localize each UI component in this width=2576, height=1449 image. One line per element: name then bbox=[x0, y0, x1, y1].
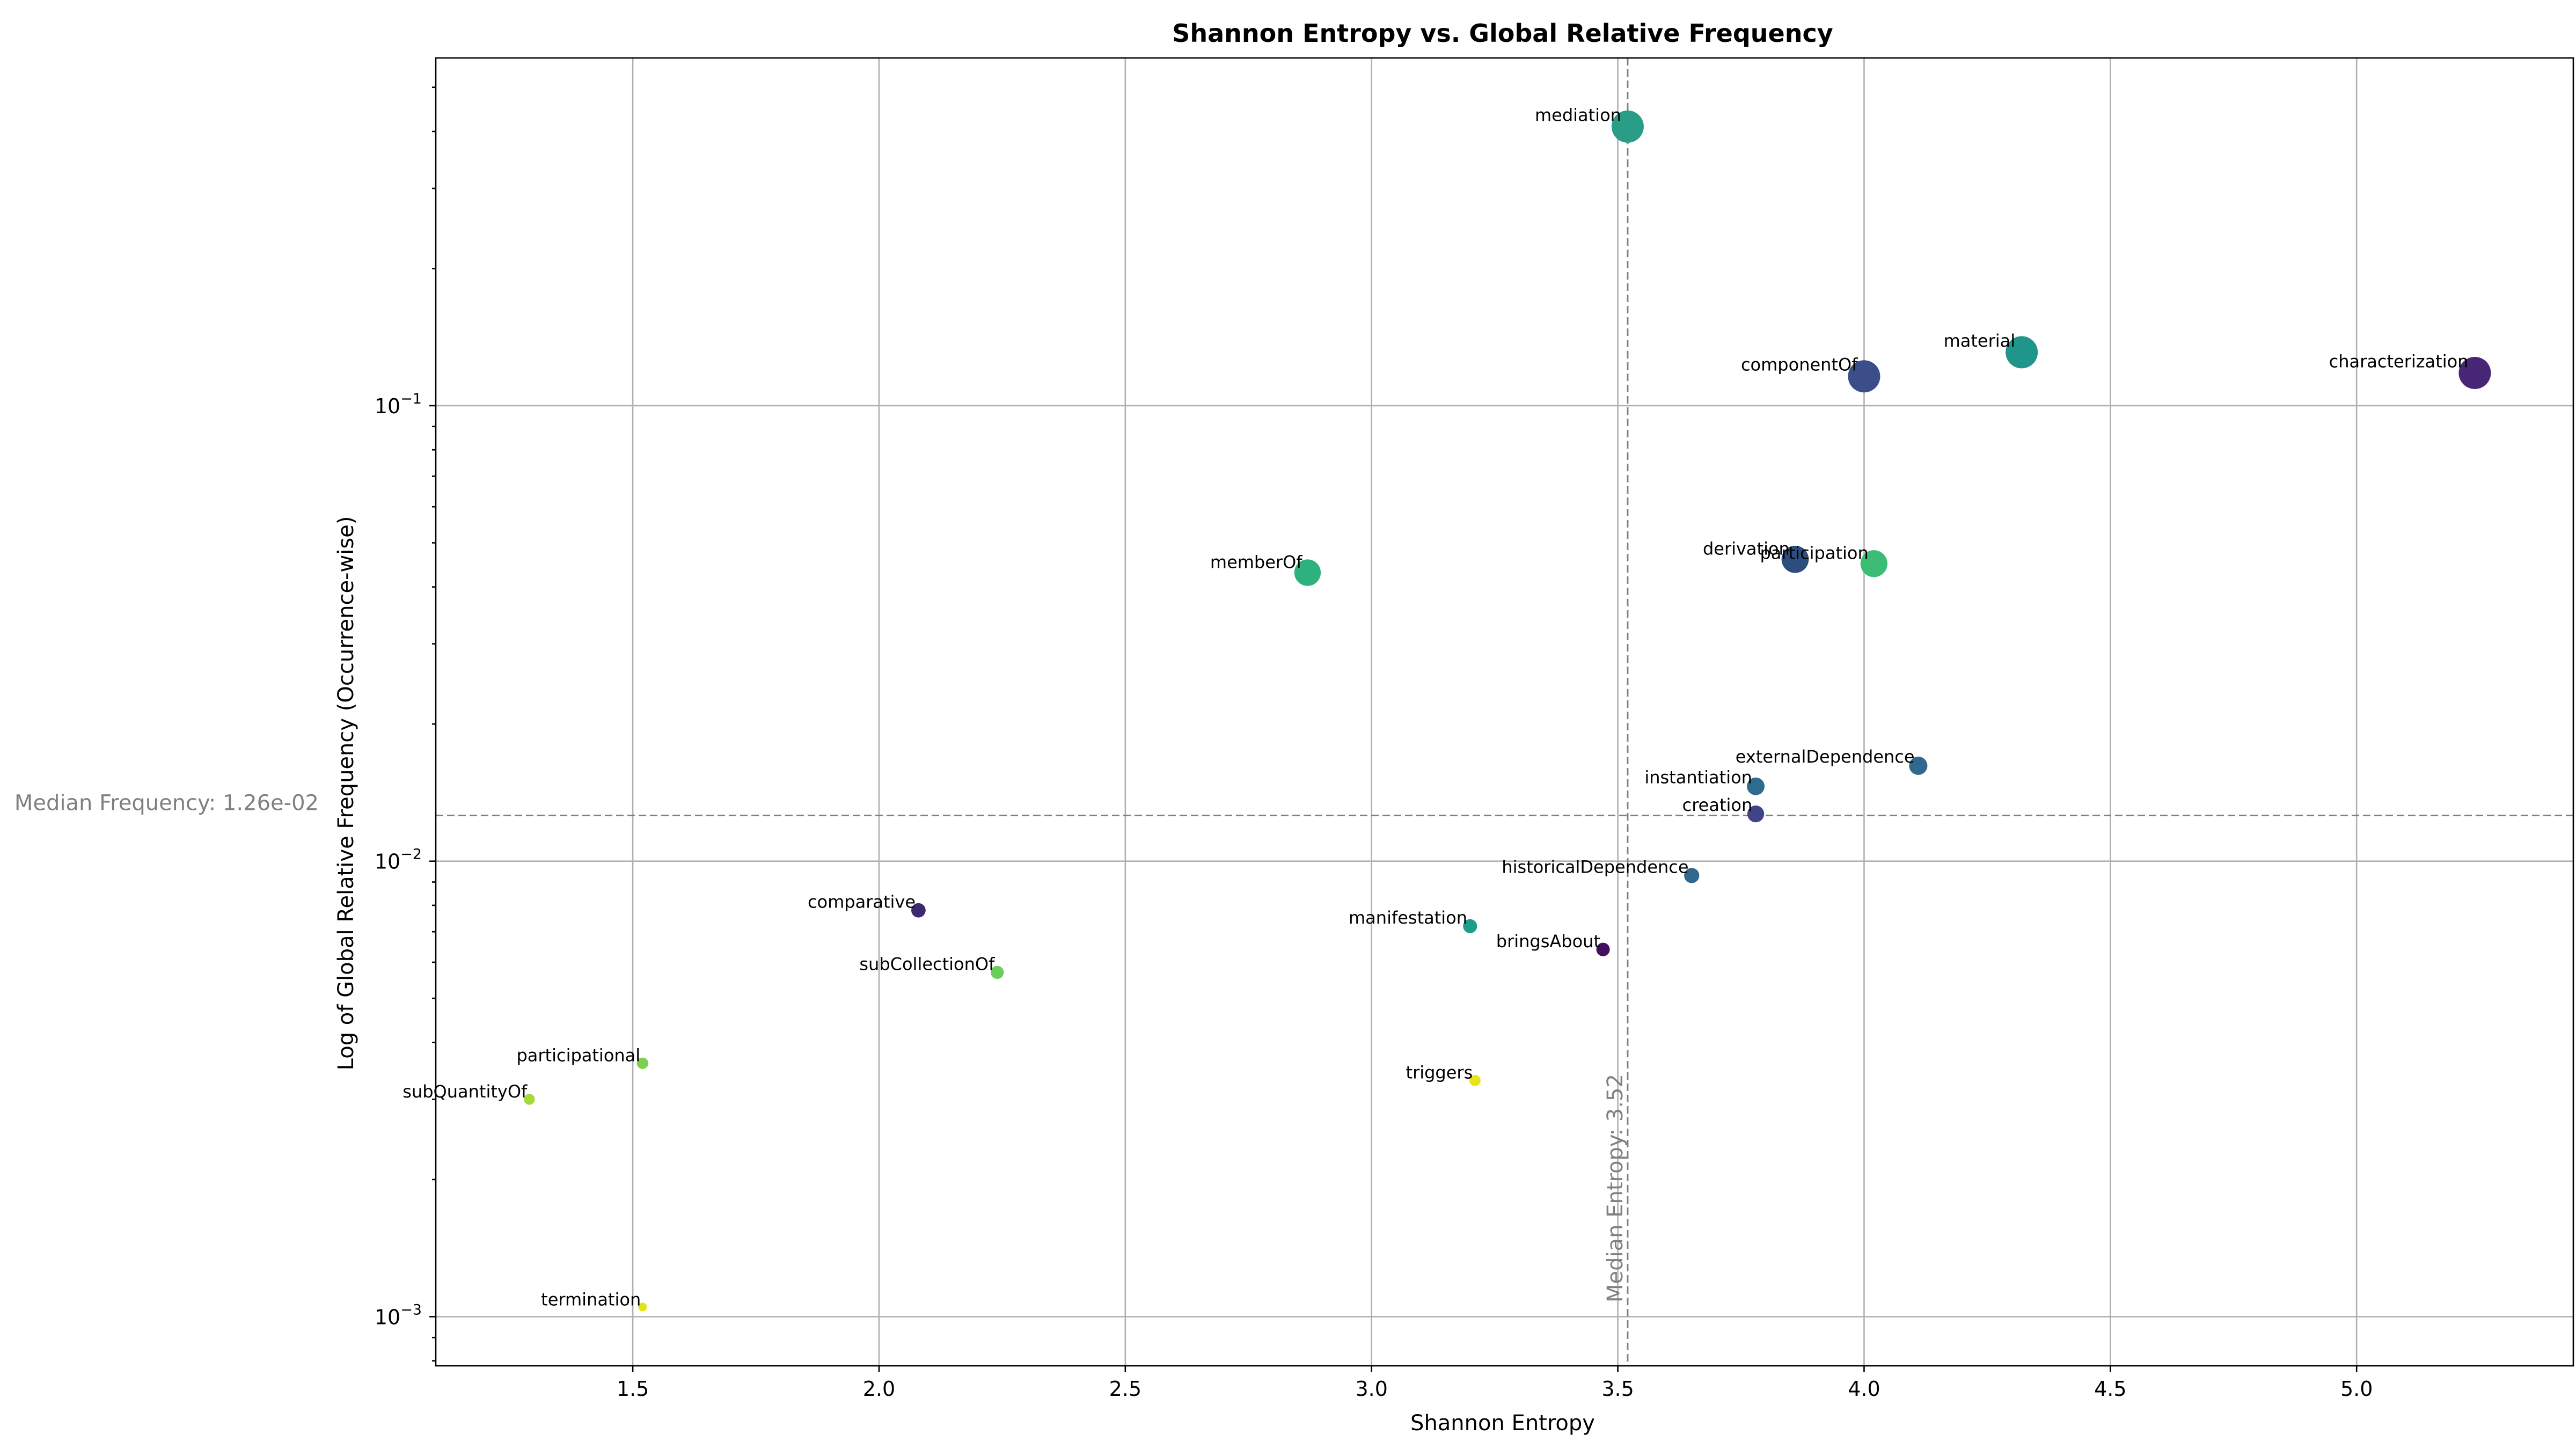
scatter-point-subQuantityOf bbox=[524, 1094, 535, 1105]
median-entropy-label: Median Entropy: 3.52 bbox=[1603, 1074, 1628, 1302]
point-label-historicalDependence: historicalDependence bbox=[1502, 857, 1688, 877]
scatter-point-bringsAbout bbox=[1596, 942, 1610, 956]
x-tick-label: 2.0 bbox=[863, 1377, 895, 1401]
point-label-participation: participation bbox=[1760, 543, 1869, 563]
scatter-point-manifestation bbox=[1463, 919, 1477, 933]
x-axis-ticks: 1.5 2.0 2.5 3.0 3.5 4.0 4.5 5.0 bbox=[617, 1366, 2373, 1401]
scatter-point-termination bbox=[638, 1302, 647, 1312]
point-label-comparative: comparative bbox=[808, 892, 916, 912]
x-tick-label: 2.5 bbox=[1109, 1377, 1141, 1401]
scatter-point-subCollectionOf bbox=[991, 965, 1004, 979]
scatter-point-comparative bbox=[911, 903, 926, 918]
scatter-point-triggers bbox=[1469, 1074, 1481, 1086]
point-label-triggers: triggers bbox=[1406, 1063, 1473, 1083]
scatter-point-creation bbox=[1747, 805, 1765, 823]
scatter-point-mediation bbox=[1611, 110, 1644, 143]
y-tick-label: 10−2 bbox=[375, 846, 422, 874]
y-tick-label: 10−3 bbox=[375, 1301, 422, 1329]
y-tick-label: 10−1 bbox=[375, 391, 422, 418]
x-tick-label: 4.0 bbox=[1848, 1377, 1880, 1401]
x-tick-label: 4.5 bbox=[2094, 1377, 2126, 1401]
scatter-point-instantiation bbox=[1747, 777, 1765, 795]
chart-title: Shannon Entropy vs. Global Relative Freq… bbox=[1172, 19, 1833, 48]
x-tick-label: 1.5 bbox=[617, 1377, 649, 1401]
point-label-derivation: derivation bbox=[1703, 538, 1790, 559]
scatter-point-memberOf bbox=[1294, 559, 1321, 586]
scatter-point-characterization bbox=[2458, 356, 2491, 389]
point-label-bringsAbout: bringsAbout bbox=[1496, 931, 1600, 952]
scatter-point-historicalDependence bbox=[1684, 868, 1700, 883]
point-label-subCollectionOf: subCollectionOf bbox=[859, 954, 995, 975]
median-frequency-label: Median Frequency: 1.26e-02 bbox=[14, 791, 319, 815]
grid-lines bbox=[436, 58, 2573, 1366]
median-lines: Median Entropy: 3.52 Median Frequency: 1.… bbox=[14, 58, 2573, 1366]
scatter-point-participational bbox=[636, 1057, 649, 1069]
scatter-point-material bbox=[2006, 336, 2038, 369]
scatter-point-componentOf bbox=[1848, 360, 1880, 393]
x-tick-label: 3.5 bbox=[1601, 1377, 1634, 1401]
point-label-termination: termination bbox=[541, 1290, 641, 1310]
point-label-mediation: mediation bbox=[1535, 105, 1621, 125]
scatter-point-derivation bbox=[1781, 545, 1809, 573]
point-label-externalDependence: externalDependence bbox=[1736, 747, 1915, 767]
point-label-componentOf: componentOf bbox=[1741, 355, 1858, 375]
point-label-subQuantityOf: subQuantityOf bbox=[402, 1081, 528, 1102]
x-axis-label: Shannon Entropy bbox=[1410, 1411, 1595, 1436]
point-label-participational: participational bbox=[516, 1045, 640, 1066]
data-points: mediation material characterization compone… bbox=[402, 105, 2491, 1312]
point-label-material: material bbox=[1944, 331, 2016, 351]
point-label-manifestation: manifestation bbox=[1349, 908, 1467, 928]
x-tick-label: 3.0 bbox=[1355, 1377, 1387, 1401]
y-axis-ticks: 10−3 10−2 10−1 bbox=[375, 86, 436, 1362]
point-label-memberOf: memberOf bbox=[1210, 552, 1302, 572]
y-axis-label: Log of Global Relative Frequency (Occurr… bbox=[334, 516, 358, 1071]
scatter-point-externalDependence bbox=[1909, 756, 1928, 775]
scatter-point-participation bbox=[1860, 550, 1887, 577]
point-label-instantiation: instantiation bbox=[1644, 767, 1752, 787]
x-tick-label: 5.0 bbox=[2340, 1377, 2373, 1401]
plot-frame bbox=[435, 57, 2574, 1367]
point-label-creation: creation bbox=[1682, 795, 1753, 815]
point-label-characterization: characterization bbox=[2329, 351, 2469, 371]
